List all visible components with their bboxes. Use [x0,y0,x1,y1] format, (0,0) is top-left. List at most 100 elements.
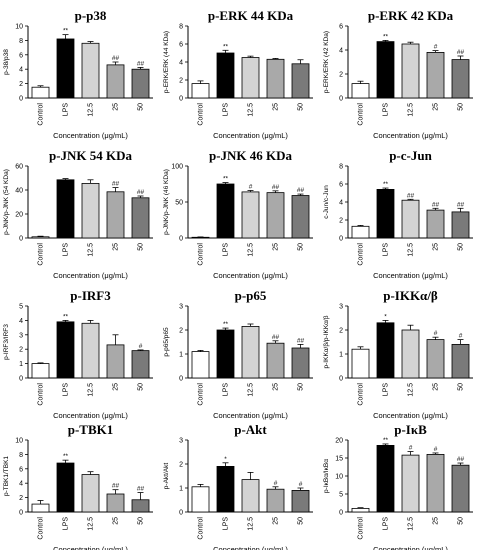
significance-label: # [409,445,413,452]
x-tick-label: 50 [458,243,465,251]
bar [56,321,75,379]
chart-panel: p-JNK 54 KDa p-JNK/p-JNK (54 KDa) 0 20 40 60 C… [3,148,153,280]
x-tick-label: LPS [383,517,390,531]
x-axis-label: Concentration (μg/mL) [213,545,288,550]
bar [291,63,310,99]
x-tick-label: 25 [433,243,440,251]
y-tick-label: 0 [179,96,183,103]
significance-label: ## [112,181,120,188]
significance-label: # [299,481,303,488]
y-tick-label: 4 [19,67,23,74]
significance-label: ## [297,187,305,194]
significance-label: ## [272,334,280,341]
x-tick-label: 25 [273,103,280,111]
significance-label: ## [137,189,145,196]
significance-label: ## [457,456,465,463]
significance-label: ** [223,321,229,328]
y-tick-label: 0 [339,376,343,383]
x-tick-label: LPS [223,517,230,531]
significance-label: ** [223,176,229,183]
y-tick-label: 2 [339,328,343,335]
y-tick-label: 8 [19,452,23,459]
x-tick-label: 50 [138,103,145,111]
y-axis-label: p-ERK/ERK (44 KDa) [163,31,170,93]
x-tick-label: 12.5 [248,517,255,531]
bar [376,41,395,99]
x-axis-label: Concentration (μg/mL) [373,131,448,140]
y-tick-label: 4 [179,60,183,67]
chart-title: p-IRF3 [70,288,111,303]
y-tick-label: 20 [15,212,23,219]
chart-panel: p-p38 p-38/p38 0 2 4 6 8 10 Control ** LPS 12.5 ## 25… [3,8,153,140]
y-tick-label: 5 [339,492,343,499]
y-axis-label: p-IRF3/IRF3 [3,324,10,360]
bar [216,329,235,379]
bar [56,179,75,239]
chart-panel: p-JNK 46 KDa p-JNK/p-JNK (46 KDa) 0 50 100 Co… [163,148,313,280]
y-tick-label: 60 [15,164,23,171]
chart-panel: p-IKKα/β p-IKKα/β/p-IKKα/β 0 1 2 3 Control * LPS… [323,288,473,420]
y-tick-label: 3 [179,438,183,445]
significance-label: # [139,343,143,350]
chart-panel: p-c-Jun c-Jun/c-Jun 0 2 4 6 8 Control ** LPS ## 12.… [323,148,473,280]
y-tick-label: 10 [15,24,23,31]
bar [451,211,470,239]
x-tick-label: Control [38,383,45,406]
significance-label: # [434,330,438,337]
x-tick-label: 12.5 [248,243,255,257]
significance-label: # [434,44,438,51]
significance-label: ## [137,60,145,67]
chart-title: p-Akt [234,422,267,437]
chart-title: p-TBK1 [68,422,114,437]
bar [351,507,370,513]
chart-panel: p-TBK1 p-TBK1/TBK1 0 2 4 6 8 10 Control ** LPS 12.5… [3,422,153,554]
bar [191,236,210,239]
x-tick-label: 50 [298,243,305,251]
bar [56,38,75,99]
bar [81,42,100,99]
y-tick-label: 2 [19,495,23,502]
chart-title: p-p65 [235,288,267,303]
x-tick-label: 25 [433,103,440,111]
x-tick-label: Control [198,517,205,540]
y-tick-label: 6 [339,182,343,189]
x-tick-label: 12.5 [408,103,415,117]
y-tick-label: 8 [179,24,183,31]
y-tick-label: 20 [335,438,343,445]
significance-label: ## [457,201,465,208]
x-tick-label: 25 [113,517,120,525]
x-tick-label: LPS [63,243,70,257]
y-tick-label: 0 [19,96,23,103]
y-tick-label: 5 [19,304,23,311]
x-tick-label: 25 [113,243,120,251]
x-tick-label: 12.5 [248,383,255,397]
significance-label: ## [432,201,440,208]
x-tick-label: LPS [383,243,390,257]
y-tick-label: 6 [19,52,23,59]
bar [266,192,285,239]
y-tick-label: 15 [335,456,343,463]
x-tick-label: LPS [223,243,230,257]
x-axis-label: Concentration (μg/mL) [53,271,128,280]
y-tick-label: 2 [339,218,343,225]
y-axis-label: p-TBK1/TBK1 [3,456,10,496]
y-tick-label: 0 [19,376,23,383]
y-tick-label: 2 [179,462,183,469]
x-tick-label: 12.5 [408,517,415,531]
bar [56,462,75,513]
bar [106,191,125,239]
y-tick-label: 0 [19,510,23,517]
bar [106,493,125,513]
y-tick-label: 1 [19,361,23,368]
chart-panel: p-IRF3 p-IRF3/IRF3 0 1 2 3 4 5 Control ** LPS 12.5 2… [3,288,153,420]
bar [31,363,50,379]
x-tick-label: 12.5 [88,103,95,117]
x-tick-label: 25 [113,103,120,111]
bar [106,64,125,99]
y-tick-label: 1 [179,486,183,493]
bar [401,329,420,379]
bar [376,444,395,513]
bar [451,464,470,513]
bar [131,68,150,99]
bar [216,465,235,513]
